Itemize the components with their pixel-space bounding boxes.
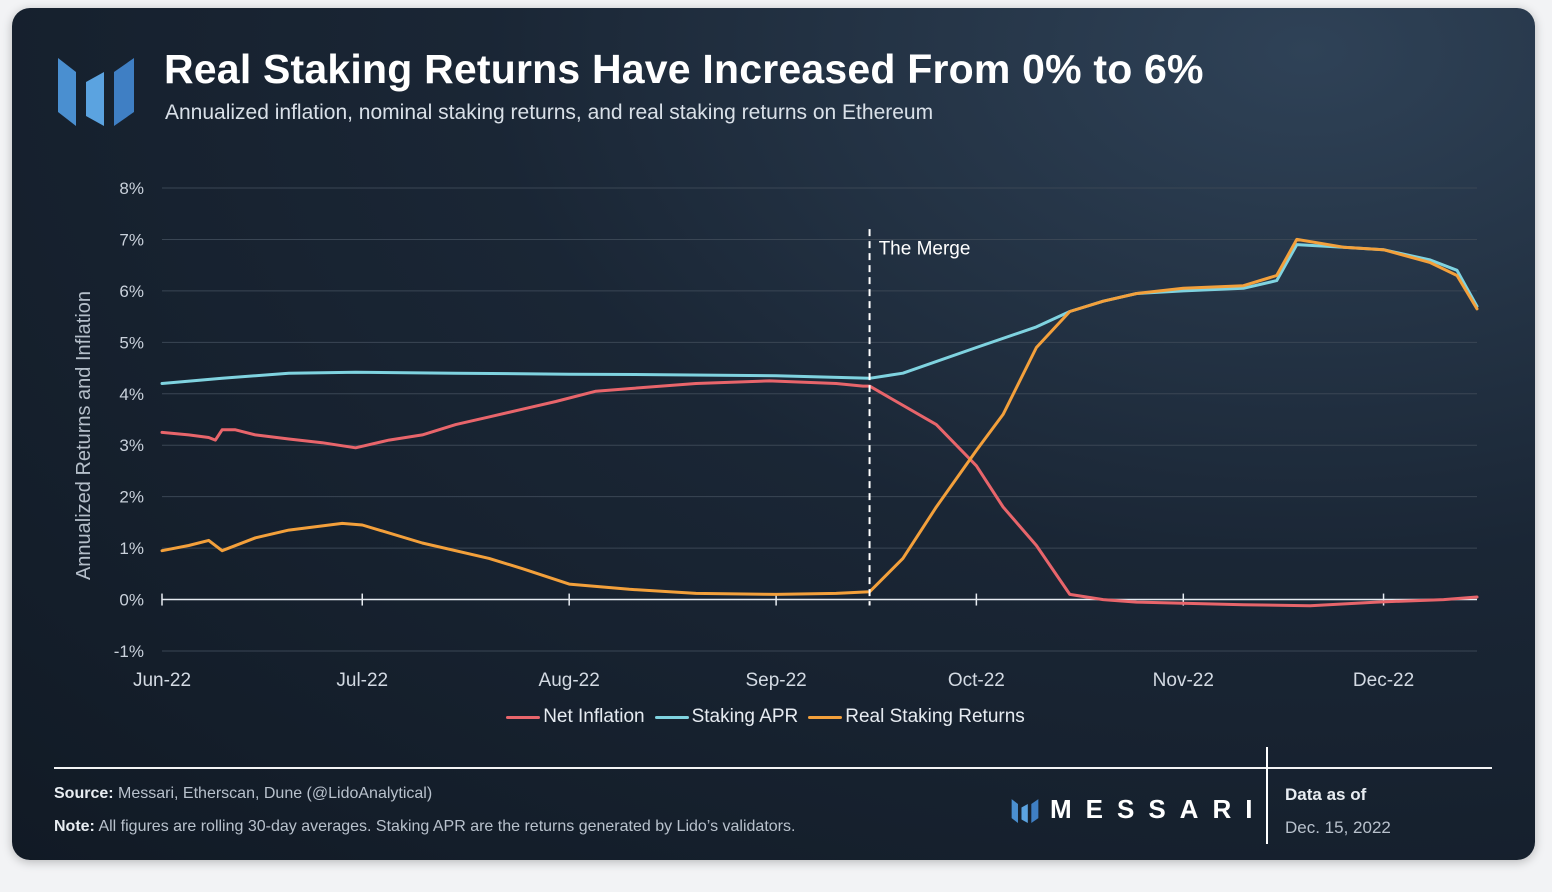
legend-item-staking-apr: Staking APR [654, 706, 799, 728]
legend: Net Inflation Staking APR Real Staking R… [12, 706, 1535, 728]
source-text: Messari, Etherscan, Dune (@LidoAnalytica… [118, 785, 433, 802]
grid-lines [162, 187, 1477, 652]
series-lines [160, 237, 1479, 608]
net-inflation-line [160, 379, 1479, 608]
chart-card: Real Staking Returns Have Increased From… [12, 8, 1535, 860]
source-label: Source: [54, 785, 114, 802]
legend-label: Staking APR [691, 706, 799, 727]
messari-logo-icon [58, 52, 134, 131]
line-chart: -1% 0% 1% 2% 3% 4% 5% 6% 7% 8% Jun-22 Jul-22 Aug-22 S… [73, 179, 1479, 691]
x-tick-label: Jun-22 [133, 670, 191, 691]
note-label: Note: [54, 818, 95, 835]
x-tick-label: Jul-22 [336, 670, 388, 691]
y-tick-label: 8% [119, 179, 144, 198]
chart-title: Real Staking Returns Have Increased From… [164, 46, 1204, 92]
legend-item-net-inflation: Net Inflation [506, 706, 645, 728]
merge-annotation-label: The Merge [879, 238, 971, 259]
x-tick-label: Dec-22 [1353, 670, 1414, 691]
y-tick-label: 5% [119, 333, 144, 352]
staking-apr-line [160, 243, 1479, 385]
brand-wordmark: MESSARI [1050, 794, 1267, 824]
x-tick-label: Oct-22 [948, 670, 1005, 691]
legend-item-real-staking-returns: Real Staking Returns [808, 706, 1025, 728]
axes: -1% 0% 1% 2% 3% 4% 5% 6% 7% 8% Jun-22 Jul-22 Aug-22 S… [73, 179, 1477, 691]
x-tick-label: Nov-22 [1153, 670, 1214, 691]
x-tick-label: Aug-22 [539, 670, 600, 691]
note-text: All figures are rolling 30-day averages.… [98, 818, 796, 835]
footer-vertical-divider [1266, 747, 1268, 844]
y-tick-label: 4% [119, 385, 144, 404]
y-tick-label: 3% [119, 436, 144, 455]
legend-label: Net Inflation [543, 706, 645, 727]
legend-swatch [808, 715, 843, 719]
y-tick-label: 0% [119, 591, 144, 610]
legend-label: Real Staking Returns [845, 706, 1025, 727]
y-axis-title: Annualized Returns and Inflation [73, 291, 95, 580]
chart-subtitle: Annualized inflation, nominal staking re… [165, 101, 934, 124]
real-staking-returns-line [160, 237, 1479, 596]
methodology-note: Note: All figures are rolling 30-day ave… [54, 818, 795, 836]
source-note: Source: Messari, Etherscan, Dune (@LidoA… [54, 785, 432, 803]
annotations: The Merge [868, 229, 971, 606]
footer-divider [54, 767, 1492, 769]
legend-swatch [654, 715, 689, 719]
y-tick-label: 6% [119, 282, 144, 301]
legend-swatch [506, 715, 541, 719]
y-tick-label: -1% [114, 642, 144, 661]
y-tick-label: 7% [119, 230, 144, 249]
data-as-of-date: Dec. 15, 2022 [1285, 818, 1391, 837]
data-as-of-label: Data as of [1285, 785, 1367, 804]
messari-small-logo-icon [1011, 798, 1039, 823]
x-tick-label: Sep-22 [745, 670, 806, 691]
messari-brand: MESSARI [1010, 794, 1266, 825]
y-tick-label: 2% [119, 488, 144, 507]
y-tick-label: 1% [119, 539, 144, 558]
